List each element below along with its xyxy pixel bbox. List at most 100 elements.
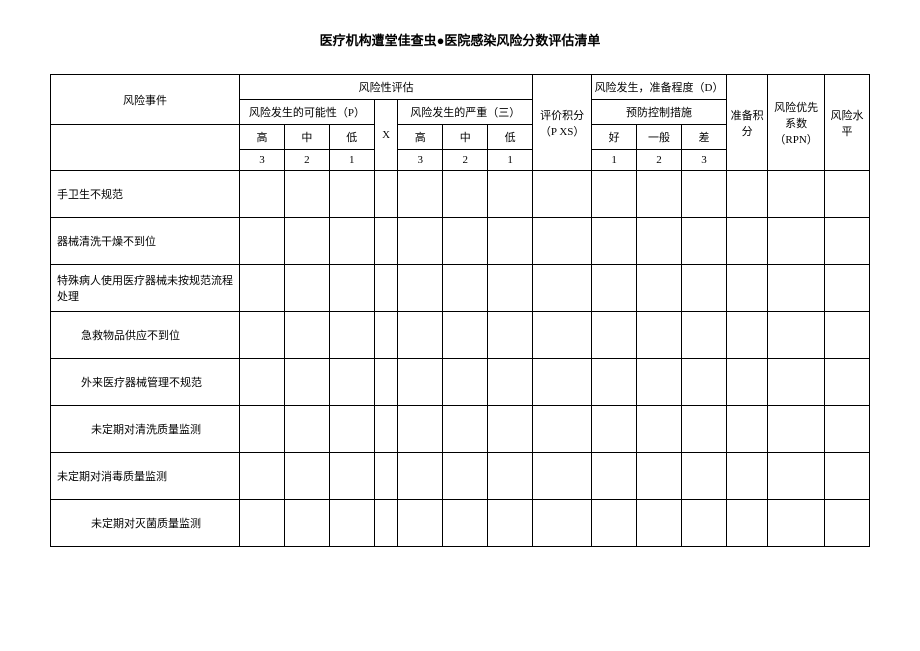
data-cell — [374, 359, 398, 406]
data-cell — [533, 312, 592, 359]
data-cell — [824, 312, 869, 359]
data-cell — [240, 265, 285, 312]
row-label: 外来医疗器械管理不规范 — [51, 359, 240, 406]
data-cell — [726, 406, 767, 453]
data-cell — [768, 265, 825, 312]
data-cell — [488, 265, 533, 312]
data-cell — [398, 453, 443, 500]
data-cell — [284, 312, 329, 359]
data-cell — [398, 218, 443, 265]
data-cell — [681, 500, 726, 547]
data-cell — [374, 500, 398, 547]
data-cell — [443, 359, 488, 406]
data-cell — [637, 406, 682, 453]
data-cell — [398, 265, 443, 312]
header-s-3: 3 — [398, 150, 443, 171]
data-cell — [443, 265, 488, 312]
data-cell — [592, 218, 637, 265]
data-cell — [726, 218, 767, 265]
data-cell — [824, 453, 869, 500]
data-cell — [240, 312, 285, 359]
page-title: 医疗机构遭堂佳查虫●医院感染风险分数评估清单 — [50, 30, 870, 49]
data-cell — [488, 359, 533, 406]
header-severity: 风险发生的严重（三） — [398, 100, 533, 125]
data-cell — [533, 406, 592, 453]
data-cell — [533, 453, 592, 500]
header-p-mid: 中 — [284, 125, 329, 150]
header-p-low: 低 — [329, 125, 374, 150]
data-cell — [443, 406, 488, 453]
data-cell — [329, 171, 374, 218]
data-cell — [329, 218, 374, 265]
data-cell — [726, 359, 767, 406]
data-cell — [284, 359, 329, 406]
data-cell — [374, 171, 398, 218]
header-d-normal: 一般 — [637, 125, 682, 150]
data-cell — [443, 312, 488, 359]
data-cell — [240, 171, 285, 218]
risk-assessment-table: 风险事件 风险性评估 评价积分（P XS） 风险发生，准备程度（D） 准备积分 … — [50, 74, 870, 547]
data-cell — [592, 453, 637, 500]
table-row: 手卫生不规范 — [51, 171, 870, 218]
data-cell — [398, 312, 443, 359]
data-cell — [488, 312, 533, 359]
data-cell — [768, 218, 825, 265]
table-row: 未定期对消毒质量监测 — [51, 453, 870, 500]
data-cell — [726, 500, 767, 547]
data-cell — [768, 406, 825, 453]
data-cell — [443, 500, 488, 547]
data-cell — [681, 406, 726, 453]
header-empty-left — [51, 125, 240, 171]
data-cell — [398, 359, 443, 406]
header-possibility: 风险发生的可能性（P） — [240, 100, 375, 125]
header-p-2: 2 — [284, 150, 329, 171]
data-cell — [374, 406, 398, 453]
data-cell — [329, 359, 374, 406]
data-cell — [284, 218, 329, 265]
data-cell — [488, 500, 533, 547]
data-cell — [726, 265, 767, 312]
table-row: 未定期对清洗质量监测 — [51, 406, 870, 453]
data-cell — [681, 359, 726, 406]
data-cell — [768, 500, 825, 547]
data-cell — [329, 265, 374, 312]
header-p-1: 1 — [329, 150, 374, 171]
data-cell — [592, 359, 637, 406]
table-row: 急救物品供应不到位 — [51, 312, 870, 359]
header-s-2: 2 — [443, 150, 488, 171]
data-cell — [398, 406, 443, 453]
table-body: 手卫生不规范器械清洗干燥不到位特殊病人使用医疗器械未按规范流程处理急救物品供应不… — [51, 171, 870, 547]
data-cell — [329, 406, 374, 453]
data-cell — [533, 500, 592, 547]
header-p-3: 3 — [240, 150, 285, 171]
data-cell — [637, 218, 682, 265]
data-cell — [240, 406, 285, 453]
data-cell — [824, 265, 869, 312]
data-cell — [284, 500, 329, 547]
header-s-1: 1 — [488, 150, 533, 171]
header-d-good: 好 — [592, 125, 637, 150]
data-cell — [533, 359, 592, 406]
data-cell — [240, 453, 285, 500]
data-cell — [824, 406, 869, 453]
data-cell — [592, 406, 637, 453]
data-cell — [443, 171, 488, 218]
data-cell — [824, 500, 869, 547]
row-label: 未定期对消毒质量监测 — [51, 453, 240, 500]
data-cell — [681, 453, 726, 500]
data-cell — [592, 500, 637, 547]
data-cell — [592, 312, 637, 359]
data-cell — [681, 265, 726, 312]
data-cell — [398, 171, 443, 218]
data-cell — [726, 312, 767, 359]
data-cell — [592, 265, 637, 312]
data-cell — [240, 500, 285, 547]
data-cell — [726, 453, 767, 500]
data-cell — [240, 359, 285, 406]
header-s-mid: 中 — [443, 125, 488, 150]
data-cell — [768, 453, 825, 500]
data-cell — [533, 218, 592, 265]
data-cell — [329, 312, 374, 359]
data-cell — [443, 218, 488, 265]
table-row: 特殊病人使用医疗器械未按规范流程处理 — [51, 265, 870, 312]
